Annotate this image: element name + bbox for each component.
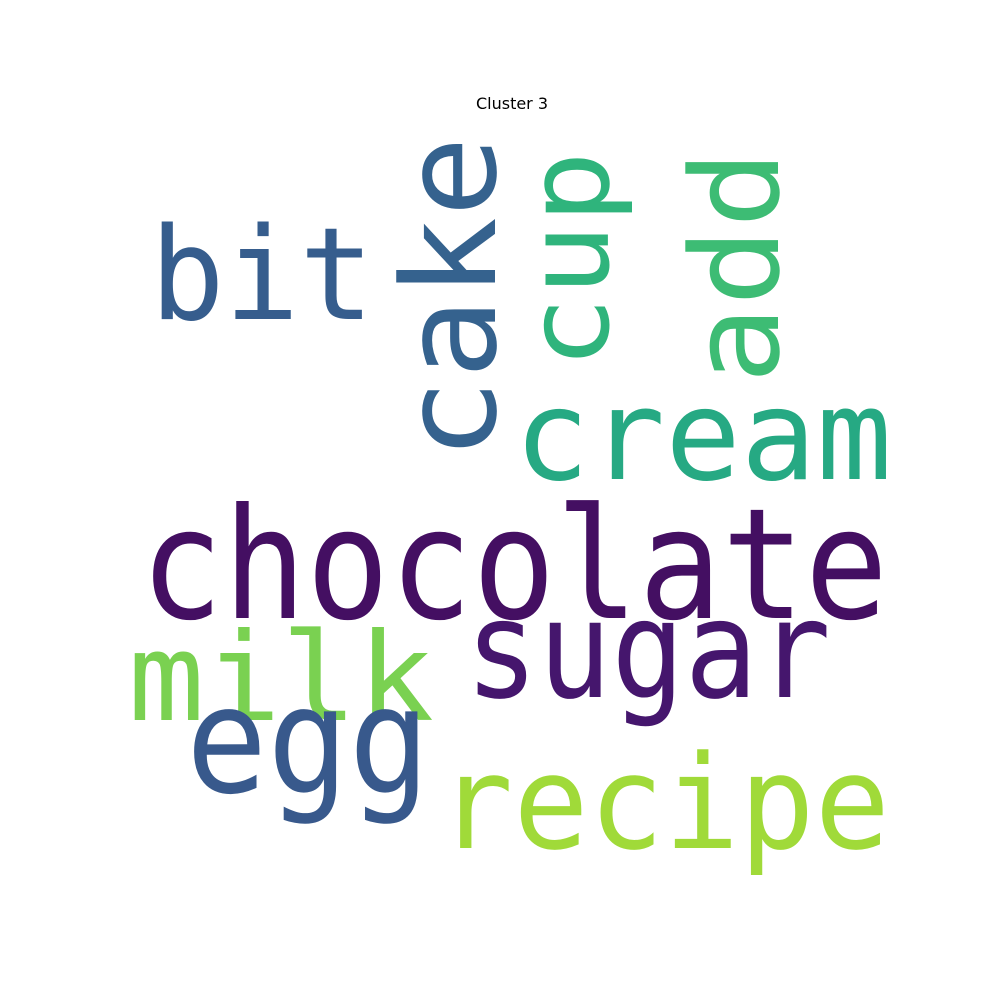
word-milk: milk <box>128 607 434 749</box>
word-cream: cream <box>514 362 892 509</box>
word-sugar: sugar <box>465 572 831 730</box>
word-recipe: recipe <box>438 727 890 879</box>
word-cup: cup <box>502 151 635 369</box>
word-add: add <box>665 150 807 384</box>
chart-title: Cluster 3 <box>475 94 549 113</box>
word-bit: bit <box>150 201 374 350</box>
word-cake: cake <box>374 136 526 460</box>
word-chocolate: chocolate <box>140 476 888 655</box>
word-egg: egg <box>186 655 430 827</box>
